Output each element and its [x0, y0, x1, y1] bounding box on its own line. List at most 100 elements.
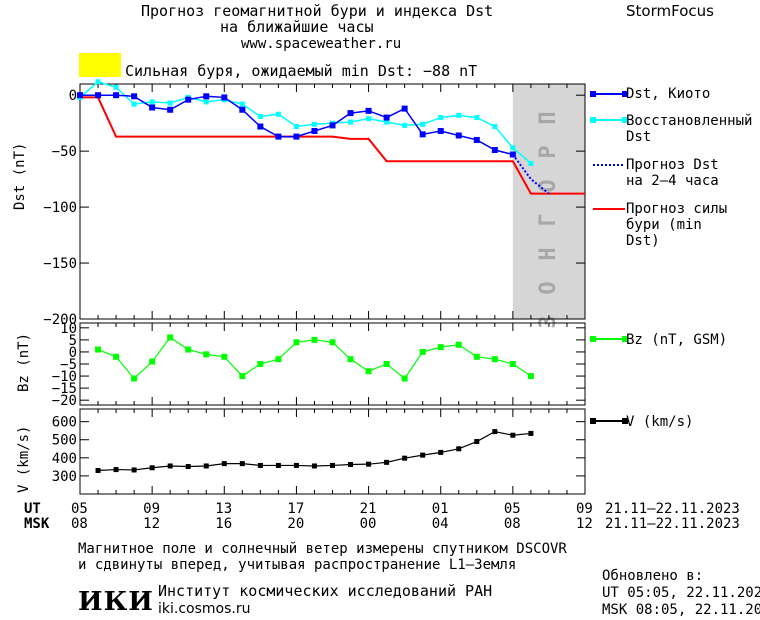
restored-dst-point	[492, 124, 498, 130]
dst-tick-label: −150	[43, 256, 77, 272]
dst-kyoto-point	[239, 106, 246, 113]
forecast-band-letter: Г	[536, 213, 561, 226]
ut-tick-label: 21	[359, 501, 377, 517]
dst-tick-label: −50	[52, 144, 77, 160]
brand-label: StormFocus	[626, 2, 714, 20]
bz-point	[347, 356, 354, 363]
speed-point	[275, 462, 281, 468]
bz-tick-label: 10	[60, 321, 77, 337]
restored-dst-point	[456, 112, 462, 118]
bz-point	[221, 353, 228, 360]
storm-forecast-line	[80, 96, 585, 195]
dst-kyoto-point	[95, 92, 102, 99]
ut-tick-label: 09	[576, 501, 593, 517]
bz-point	[131, 375, 138, 382]
speed-point	[221, 461, 227, 467]
restored-dst-point	[311, 121, 317, 127]
speed-tick-label: 500	[52, 433, 77, 449]
speed-point	[492, 429, 498, 435]
legend-speed-sample-marker	[590, 418, 596, 424]
bz-point	[509, 361, 516, 367]
legend-dst-kyoto-sample-marker	[590, 91, 596, 97]
dst-kyoto-point	[167, 106, 174, 113]
bz-point	[437, 344, 444, 351]
legend-storm-forecast: Прогноз силы бури (min Dst)	[626, 201, 728, 249]
restored-dst-point	[510, 145, 516, 151]
bz-point	[167, 334, 174, 341]
bz-tick-label: −15	[52, 381, 77, 397]
speed-point	[402, 455, 408, 461]
restored-dst-point	[438, 115, 444, 121]
updated-msk: MSK 08:05, 22.11.2023	[602, 602, 760, 618]
dst-kyoto-point	[77, 92, 83, 99]
dst-kyoto-point	[455, 132, 462, 139]
speed-point	[239, 461, 245, 467]
restored-dst-point	[528, 160, 534, 166]
bz-tick-label: 0	[69, 345, 77, 361]
bz-point	[149, 358, 156, 365]
speed-point	[149, 465, 155, 471]
msk-tick-label: 04	[431, 516, 449, 532]
restored-dst-point	[366, 116, 372, 122]
msk-tick-label: 12	[576, 516, 593, 532]
speed-point	[510, 432, 516, 438]
dst-kyoto-point	[149, 104, 156, 111]
dst-kyoto-point	[203, 93, 210, 100]
ut-tick-label: 05	[503, 501, 521, 517]
msk-date-range: 21.11–22.11.2023	[605, 516, 740, 532]
measurement-note: Магнитное поле и солнечный ветер измерен…	[78, 541, 567, 557]
dst-tick-label: −100	[43, 200, 77, 216]
data-series	[77, 79, 585, 473]
site-link[interactable]: www.spaceweather.ru	[241, 36, 402, 52]
speed-point	[438, 449, 444, 455]
dst-kyoto-point	[131, 93, 138, 100]
bz-point	[293, 339, 300, 346]
ut-tick-label: 01	[431, 501, 449, 517]
forecast-band-letter: Р	[536, 145, 561, 158]
restored-dst-line	[79, 80, 532, 165]
restored-dst-point	[402, 122, 408, 128]
bz-point	[491, 356, 498, 363]
dst-kyoto-point	[329, 122, 336, 129]
dst-kyoto-point	[221, 94, 228, 101]
bz-point	[113, 353, 120, 360]
legend-dst-kyoto-sample-marker	[622, 91, 628, 97]
bz-axis-label: Bz (nT)	[16, 332, 32, 392]
bz-tick-label: −5	[60, 357, 77, 373]
dst-tick-label: 0	[69, 88, 77, 104]
legend-speed: V (km/s)	[626, 414, 694, 430]
bz-point	[419, 348, 426, 355]
msk-row-label: MSK	[24, 516, 50, 532]
institute-link[interactable]: iki.cosmos.ru	[158, 601, 251, 617]
measurement-note-line2: и сдвинуты вперед, учитывая распростране…	[78, 557, 517, 573]
speed-point	[167, 463, 173, 469]
speed-point	[113, 467, 119, 473]
bz-point	[239, 373, 246, 380]
bz-point	[473, 353, 480, 360]
institute-name: Институт космических исследований РАН	[158, 582, 493, 600]
restored-dst-point	[348, 119, 354, 125]
bz-point	[257, 361, 264, 367]
legend-restored-dst: Восстановленный Dst	[626, 113, 753, 145]
dst-kyoto-point	[311, 128, 318, 134]
bz-line	[97, 336, 532, 380]
legend-speed-sample-marker	[622, 418, 628, 424]
restored-dst-point	[131, 101, 137, 107]
speed-point	[203, 463, 209, 469]
storm-level-swatch	[79, 53, 121, 77]
chart-title-line2: на ближайшие часы	[220, 18, 374, 36]
msk-tick-label: 08	[71, 516, 88, 532]
forecast-band-letter: П	[536, 111, 561, 124]
dst-kyoto-point	[419, 131, 426, 138]
restored-dst-point	[113, 84, 119, 90]
dst-kyoto-point	[113, 92, 120, 99]
speed-point	[257, 462, 263, 468]
bz-tick-label: 5	[69, 333, 77, 349]
legend-bz-sample-marker	[622, 336, 628, 342]
speed-point	[456, 446, 462, 452]
dst-kyoto-point	[473, 136, 480, 143]
legend-samples	[590, 91, 628, 424]
restored-dst-point	[474, 115, 480, 121]
dst-kyoto-point	[383, 114, 390, 121]
